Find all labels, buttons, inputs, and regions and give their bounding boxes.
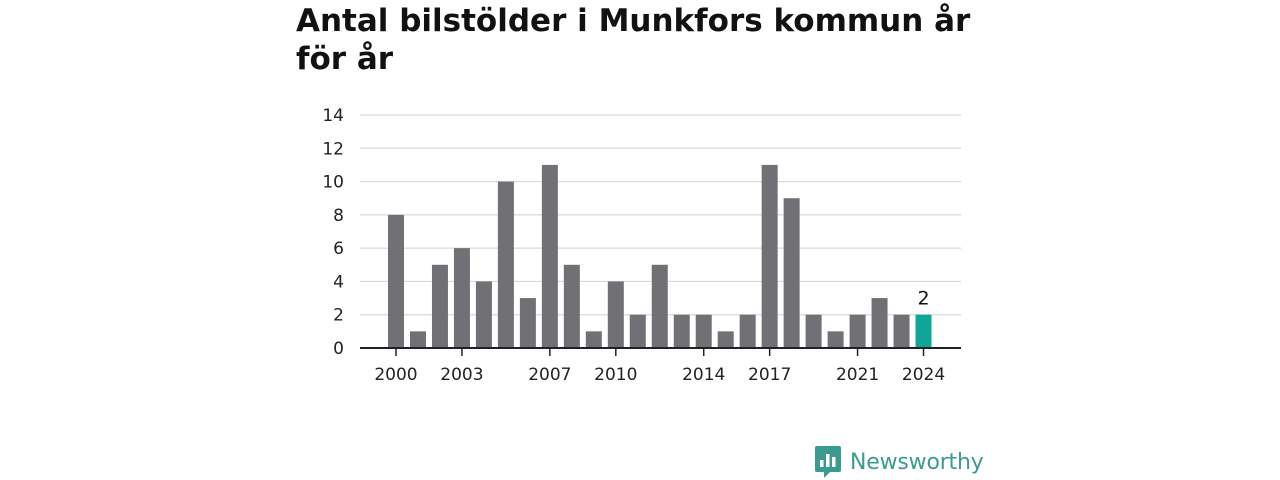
x-tick-label: 2007	[528, 365, 571, 385]
bar	[541, 164, 558, 348]
bar	[761, 164, 778, 348]
x-tick-label: 2014	[682, 365, 725, 385]
x-tick-label: 2003	[440, 365, 483, 385]
data-label: 2	[917, 288, 929, 310]
bar	[629, 314, 646, 348]
x-tick-label: 2024	[902, 365, 945, 385]
bar	[475, 281, 492, 348]
x-tick-label: 2021	[836, 365, 879, 385]
x-tick-label: 2017	[748, 365, 791, 385]
x-tick-label: 2000	[374, 365, 417, 385]
bar	[827, 331, 844, 348]
bar	[607, 281, 624, 348]
bar	[519, 298, 536, 348]
bar	[739, 314, 756, 348]
y-tick-label: 0	[333, 339, 344, 359]
bar	[805, 314, 822, 348]
chart-title: Antal bilstölder i Munkfors kommun år fö…	[296, 3, 971, 77]
y-tick-label: 10	[322, 173, 344, 193]
data-labels: 2	[917, 288, 929, 310]
newsworthy-logo-icon	[815, 446, 841, 478]
bars	[388, 164, 932, 348]
bar	[717, 331, 734, 348]
bar	[893, 314, 910, 348]
bar	[585, 331, 602, 348]
bar	[388, 214, 404, 348]
y-tick-label: 2	[333, 306, 344, 326]
x-axis: 2000 2003 2007 2010 2014 2017 2021 2024	[360, 347, 961, 385]
y-tick-label: 8	[333, 206, 344, 226]
bar	[915, 314, 932, 348]
y-tick-label: 14	[322, 106, 344, 126]
y-tick-label: 6	[333, 239, 344, 259]
bar	[849, 314, 866, 348]
bar	[673, 314, 690, 348]
bar	[453, 248, 470, 348]
bar	[563, 264, 580, 348]
bar	[497, 181, 514, 348]
bar	[431, 264, 448, 348]
y-axis-ticks: 0 2 4 6 8 10 12 14	[322, 106, 344, 359]
y-tick-label: 12	[322, 139, 344, 159]
bar	[871, 298, 888, 348]
bar-chart: 0 2 4 6 8 10 12 14 2000 2003 2007 2010 2014 2017 2021…	[322, 106, 961, 385]
bar	[783, 198, 800, 348]
bar	[409, 331, 426, 348]
bar	[651, 264, 668, 348]
y-tick-label: 4	[333, 272, 344, 292]
bar	[695, 314, 712, 348]
brand-name: Newsworthy	[850, 449, 984, 475]
x-tick-label: 2010	[594, 365, 637, 385]
brand[interactable]: Newsworthy	[814, 444, 984, 480]
